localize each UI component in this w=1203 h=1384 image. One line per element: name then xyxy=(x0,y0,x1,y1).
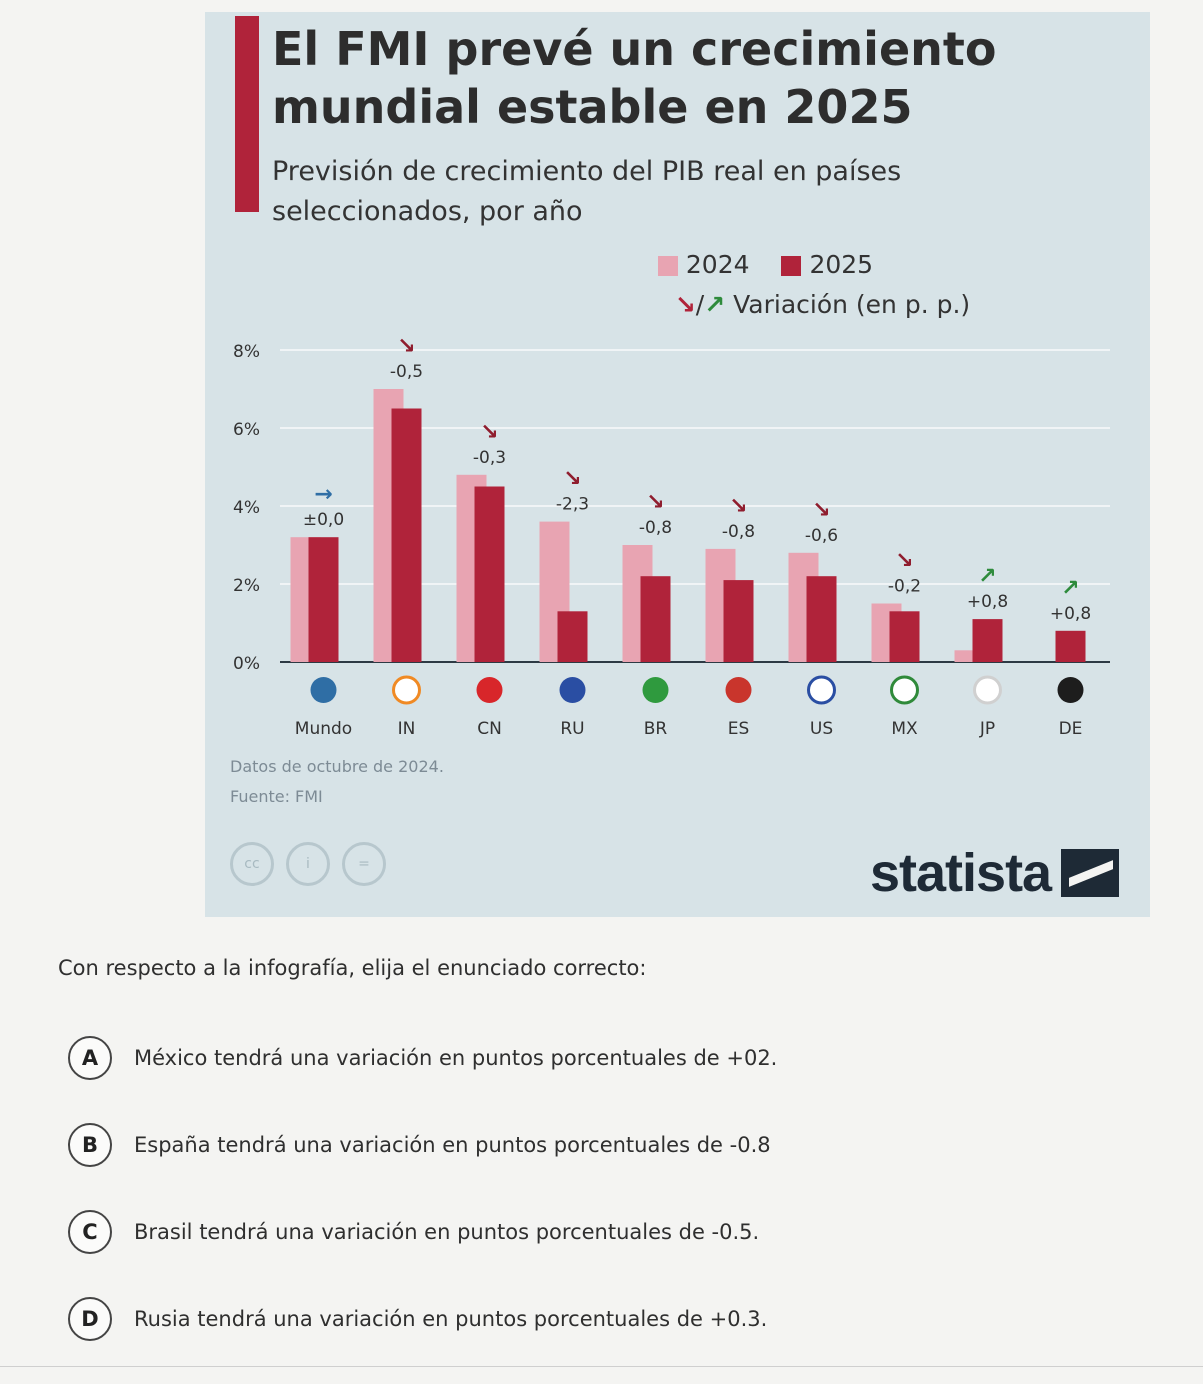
infographic: El FMI prevé un crecimiento mundial esta… xyxy=(205,12,1150,917)
variation-label: +0,8 xyxy=(967,592,1008,612)
x-tick-label: BR xyxy=(644,719,668,739)
japan-flag-icon xyxy=(973,675,1002,705)
bar-2025-jp xyxy=(972,619,1003,662)
chart-subtitle: Previsión de crecimiento del PIB real en… xyxy=(272,156,902,227)
variation-label: -0,6 xyxy=(805,526,838,546)
legend-swatch-2024 xyxy=(657,256,678,276)
bar-2025-es xyxy=(723,580,754,662)
russia-flag-icon xyxy=(559,677,586,703)
bar-2025-in xyxy=(391,408,422,662)
statista-logo-icon xyxy=(1061,849,1120,897)
legend-item-2025: 2025 xyxy=(781,250,873,279)
variation-label: -0,2 xyxy=(888,577,921,597)
legend-item-2024: 2024 xyxy=(657,250,758,279)
bar-2025-ru xyxy=(557,611,588,662)
option-a-text[interactable]: México tendrá una variación en puntos po… xyxy=(134,1046,778,1070)
variation-label: -0,8 xyxy=(639,518,672,538)
bar-chart: 0% 2% 4% 6% 8% → ±0,0 Mundo ↘ -0,5 IN ↘ -0,3 CN ↘ -2,3 R… xyxy=(233,334,1110,739)
germany-flag-icon xyxy=(1057,677,1084,703)
footnote: Datos de octubre de 2024. xyxy=(230,757,444,776)
variation-arrow-icon: ↗ xyxy=(978,564,996,589)
x-tick-label: DE xyxy=(1059,719,1083,739)
y-tick-label: 0% xyxy=(233,654,260,674)
y-tick-label: 8% xyxy=(233,342,260,362)
variation-label: ±0,0 xyxy=(303,510,344,530)
statista-logo: statista xyxy=(870,842,1120,904)
bar-2025-mx xyxy=(889,611,920,662)
no-derivatives-icon[interactable]: = xyxy=(342,842,386,886)
option-d[interactable]: D Rusia tendrá una variación en puntos p… xyxy=(68,1297,767,1341)
china-flag-icon xyxy=(476,677,503,703)
license-icons: cc i = xyxy=(230,842,386,886)
quiz-question: Con respecto a la infografía, elija el e… xyxy=(58,956,647,980)
variation-label: -0,3 xyxy=(473,448,506,468)
y-tick-label: 6% xyxy=(233,420,260,440)
variation-label: -0,5 xyxy=(390,362,423,382)
x-tick-label: JP xyxy=(979,719,995,739)
option-d-radio[interactable]: D xyxy=(68,1297,112,1341)
variation-arrow-icon: → xyxy=(314,482,332,507)
mexico-flag-icon xyxy=(890,675,919,705)
legend-variation: ↘/↗ Variación (en p. p.) xyxy=(205,290,1150,319)
x-tick-label: MX xyxy=(891,719,918,739)
y-tick-label: 2% xyxy=(233,576,260,596)
attribution-icon[interactable]: i xyxy=(286,842,330,886)
bar-2025-de xyxy=(1055,630,1086,662)
chart-title: El FMI prevé un crecimiento mundial esta… xyxy=(272,22,997,134)
variation-arrow-icon: ↘ xyxy=(646,490,664,515)
x-tick-label: RU xyxy=(560,719,584,739)
x-tick-label: IN xyxy=(398,719,416,739)
variation-arrow-icon: ↘ xyxy=(563,467,581,492)
cc-icon[interactable]: cc xyxy=(230,842,274,886)
x-tick-label: ES xyxy=(728,719,750,739)
accent-bar xyxy=(235,16,259,212)
option-c[interactable]: C Brasil tendrá una variación en puntos … xyxy=(68,1210,759,1254)
globe-icon xyxy=(310,677,337,703)
x-tick-label: CN xyxy=(477,719,502,739)
variation-arrow-icon: ↗ xyxy=(1061,576,1079,601)
option-c-radio[interactable]: C xyxy=(68,1210,112,1254)
arrow-down-icon: ↘ xyxy=(674,290,696,319)
option-d-text[interactable]: Rusia tendrá una variación en puntos por… xyxy=(134,1307,768,1331)
divider xyxy=(0,1366,1203,1367)
x-tick-label: US xyxy=(810,719,833,739)
legend-label-2024: 2024 xyxy=(685,250,750,279)
brazil-flag-icon xyxy=(642,677,669,703)
option-b-radio[interactable]: B xyxy=(68,1123,112,1167)
slash-separator: / xyxy=(695,290,705,319)
option-a-radio[interactable]: A xyxy=(68,1036,112,1080)
legend-swatch-2025 xyxy=(781,256,802,276)
variation-arrow-icon: ↘ xyxy=(729,494,747,519)
source: Fuente: FMI xyxy=(230,787,323,806)
variation-label: -2,3 xyxy=(556,495,589,515)
variation-arrow-icon: ↘ xyxy=(895,549,913,574)
india-flag-icon xyxy=(392,675,421,705)
x-tick-label: Mundo xyxy=(295,719,352,739)
bar-2025-br xyxy=(640,576,671,662)
variation-arrow-icon: ↘ xyxy=(397,334,415,359)
arrow-up-icon: ↗ xyxy=(704,290,726,319)
bar-2025-us xyxy=(806,576,837,662)
bar-2025-mundo xyxy=(308,537,339,662)
bar-2024-jp xyxy=(954,650,985,662)
brand-text: statista xyxy=(870,843,1052,903)
legend-years: 2024 2025 xyxy=(205,250,1150,279)
legend-label-variation: Variación (en p. p.) xyxy=(733,290,971,319)
option-b[interactable]: B España tendrá una variación en puntos … xyxy=(68,1123,771,1167)
option-b-text[interactable]: España tendrá una variación en puntos po… xyxy=(134,1133,771,1157)
usa-flag-icon xyxy=(807,675,836,705)
y-tick-label: 4% xyxy=(233,498,260,518)
legend-label-2025: 2025 xyxy=(809,250,874,279)
variation-label: +0,8 xyxy=(1050,604,1091,624)
bar-2025-cn xyxy=(474,486,505,662)
option-c-text[interactable]: Brasil tendrá una variación en puntos po… xyxy=(134,1220,760,1244)
option-a[interactable]: A México tendrá una variación en puntos … xyxy=(68,1036,777,1080)
variation-arrow-icon: ↘ xyxy=(812,498,830,523)
variation-label: -0,8 xyxy=(722,522,755,542)
spain-flag-icon xyxy=(725,677,752,703)
variation-arrow-icon: ↘ xyxy=(480,420,498,445)
